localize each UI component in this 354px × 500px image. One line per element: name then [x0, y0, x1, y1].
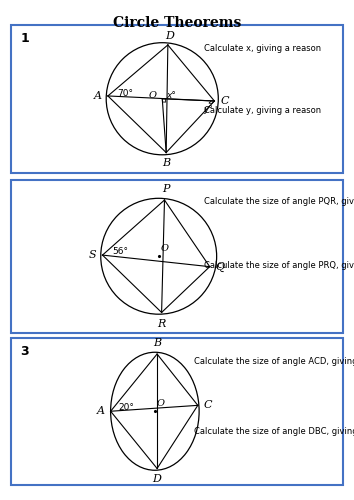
Text: A: A	[94, 91, 102, 101]
Text: A: A	[97, 406, 105, 416]
Text: C: C	[204, 400, 212, 410]
Text: B: B	[162, 158, 170, 168]
FancyBboxPatch shape	[11, 180, 343, 332]
Text: O: O	[160, 244, 168, 253]
Text: R: R	[158, 318, 166, 328]
Text: 3: 3	[21, 345, 29, 358]
Text: S: S	[89, 250, 96, 260]
Text: B: B	[153, 338, 161, 348]
Text: D: D	[165, 30, 174, 40]
Text: Calculate x, giving a reason: Calculate x, giving a reason	[204, 44, 321, 53]
Text: 1: 1	[21, 32, 29, 46]
Text: Calculate the size of angle PRQ, giving a reason: Calculate the size of angle PRQ, giving …	[204, 261, 354, 270]
Text: D: D	[153, 474, 161, 484]
Text: P: P	[162, 184, 170, 194]
Text: Calculate the size of angle DBC, giving a reason: Calculate the size of angle DBC, giving …	[194, 428, 354, 436]
FancyBboxPatch shape	[11, 338, 343, 485]
Text: 56°: 56°	[113, 247, 129, 256]
Text: O: O	[148, 92, 156, 100]
Text: Q: Q	[216, 262, 225, 272]
Text: 20°: 20°	[119, 403, 135, 412]
FancyBboxPatch shape	[11, 25, 343, 172]
Text: x°: x°	[166, 92, 176, 100]
Text: Calculate y, giving a reason: Calculate y, giving a reason	[204, 106, 321, 115]
Text: Calculate the size of angle ACD, giving a reason: Calculate the size of angle ACD, giving …	[194, 356, 354, 366]
Text: C: C	[220, 96, 229, 106]
Text: Circle Theorems: Circle Theorems	[113, 16, 241, 30]
Text: O: O	[156, 400, 164, 408]
Text: Calculate the size of angle PQR, giving a reason: Calculate the size of angle PQR, giving …	[204, 197, 354, 206]
Text: 70°: 70°	[118, 89, 133, 98]
Text: y°: y°	[203, 104, 213, 114]
